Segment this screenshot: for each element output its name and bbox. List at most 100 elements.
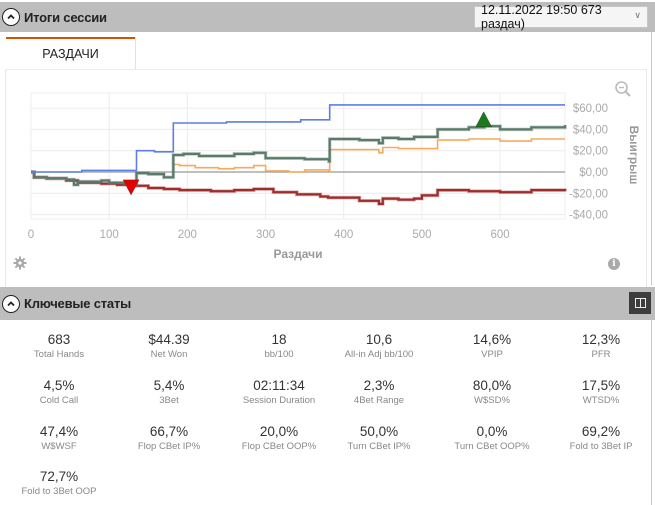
- stat-item: 5,4% 3Bet: [115, 378, 223, 407]
- collapse-session-button[interactable]: [2, 8, 20, 26]
- zoom-out-icon[interactable]: [614, 80, 632, 98]
- series-line-green-halo: [31, 124, 567, 187]
- stat-value: 14,6%: [472, 332, 512, 347]
- stat-label: Net Won: [150, 349, 188, 360]
- stat-item: 2,3% 4Bet Range: [325, 378, 433, 407]
- stat-label: PFR: [591, 349, 611, 360]
- y-tick-label: $40,00: [573, 124, 608, 136]
- stat-value: 50,0%: [359, 424, 399, 439]
- columns-icon: [634, 298, 646, 308]
- stat-label: VPIP: [481, 349, 503, 360]
- chevron-down-icon: ∨: [634, 10, 641, 20]
- x-tick-label: 0: [28, 229, 34, 241]
- stat-item: 50,0% Turn CBet IP%: [325, 424, 433, 453]
- x-tick-label: 300: [256, 229, 275, 241]
- stat-value: 683: [47, 332, 71, 347]
- stat-item: 20,0% Flop CBet OOP%: [225, 424, 333, 453]
- stat-label: Fold to 3Bet OOP: [21, 486, 97, 497]
- stat-label: Total Hands: [33, 349, 85, 360]
- stat-item: 12,3% PFR: [547, 332, 655, 361]
- stat-label: WTSD%: [582, 395, 620, 406]
- stat-item: 14,6% VPIP: [438, 332, 546, 361]
- stat-value: 69,2%: [581, 424, 621, 439]
- session-select-value: 12.11.2022 19:50 673 раздач): [481, 3, 602, 31]
- x-tick-label: 400: [334, 229, 353, 241]
- stat-value: 80,0%: [472, 378, 512, 393]
- stat-label: 3Bet: [159, 395, 179, 406]
- y-tick-label: $60,00: [573, 103, 608, 115]
- y-tick-label: $0,00: [579, 167, 608, 179]
- stat-value: 12,3%: [581, 332, 621, 347]
- stat-item: 17,5% WTSD%: [547, 378, 655, 407]
- stat-item: 0,0% Turn CBet OOP%: [438, 424, 546, 453]
- y-tick-label: -$40,00: [569, 210, 608, 222]
- series-line-blue: [31, 104, 565, 173]
- chart-grid: [30, 92, 566, 220]
- key-stats-grid: 683 Total Hands $44.39 Net Won 18 bb/100 10,6 A…: [0, 320, 652, 505]
- x-tick-label: 100: [100, 229, 119, 241]
- key-stats-title: Ключевые статы: [24, 296, 132, 311]
- stat-value: $44.39: [148, 332, 190, 347]
- stat-item: 80,0% W$SD%: [438, 378, 546, 407]
- stat-item: $44.39 Net Won: [115, 332, 223, 361]
- stat-item: 10,6 All-in Adj bb/100: [325, 332, 433, 361]
- stat-value: 72,7%: [39, 469, 79, 484]
- stat-value: 4,5%: [43, 378, 75, 393]
- stat-item: 72,7% Fold to 3Bet OOP: [5, 469, 113, 498]
- chevron-up-icon: [7, 14, 15, 20]
- series-line-red-halo: [31, 170, 567, 206]
- y-axis-title: Выигрыш: [627, 126, 641, 185]
- stat-value: 10,6: [365, 332, 393, 347]
- stat-value: 02:11:34: [253, 378, 305, 393]
- session-summary-title: Итоги сессии: [24, 9, 107, 25]
- stat-label: bb/100: [264, 349, 294, 360]
- collapse-stats-button[interactable]: [2, 294, 20, 313]
- stat-value: 18: [271, 332, 287, 347]
- y-tick-label: -$20,00: [569, 188, 608, 200]
- series-line-green: [31, 125, 567, 186]
- series-line-red: [31, 170, 567, 205]
- gear-icon[interactable]: [13, 256, 27, 270]
- stat-item: 02:11:34 Session Duration: [225, 378, 333, 407]
- stat-label: Cold Call: [39, 395, 79, 406]
- chevron-up-icon: [7, 300, 15, 306]
- stat-value: 5,4%: [153, 378, 185, 393]
- stat-item: 66,7% Flop CBet IP%: [115, 424, 223, 453]
- x-axis-ticks: 0 100 200 300 400 500 600: [28, 229, 510, 241]
- stat-label: Flop CBet OOP%: [241, 441, 317, 452]
- y-axis-ticks: $60,00 $40,00 $20,00 $0,00 -$20,00 -$40,00: [569, 103, 608, 222]
- chart-markers: [122, 111, 493, 196]
- stat-label: 4Bet Range: [353, 395, 405, 406]
- stat-label: All-in Adj bb/100: [344, 349, 414, 360]
- stat-value: 0,0%: [476, 424, 508, 439]
- stat-item: 47,4% W$WSF: [5, 424, 113, 453]
- x-axis-title: Раздачи: [274, 247, 323, 261]
- stat-label: Turn CBet OOP%: [454, 441, 530, 452]
- info-icon[interactable]: i: [608, 258, 620, 270]
- stat-label: W$WSF: [41, 441, 77, 452]
- key-stats-header: Ключевые статы: [0, 287, 655, 320]
- stat-value: 20,0%: [259, 424, 299, 439]
- stat-value: 47,4%: [39, 424, 79, 439]
- stat-value: 2,3%: [363, 378, 395, 393]
- stat-label: Session Duration: [242, 395, 316, 406]
- y-tick-label: $20,00: [573, 146, 608, 158]
- session-select[interactable]: 12.11.2022 19:50 673 раздач) ∨: [474, 3, 648, 31]
- stat-item: 683 Total Hands: [5, 332, 113, 361]
- stat-label: Flop CBet IP%: [137, 441, 201, 452]
- tab-hands[interactable]: РАЗДАЧИ: [6, 37, 135, 69]
- layout-columns-button[interactable]: [629, 292, 651, 314]
- stat-label: Turn CBet IP%: [347, 441, 411, 452]
- stat-item: 4,5% Cold Call: [5, 378, 113, 407]
- stat-value: 17,5%: [581, 378, 621, 393]
- x-tick-label: 600: [491, 229, 510, 241]
- series-line-orange: [173, 138, 565, 173]
- stat-item: 69,2% Fold to 3Bet IP: [547, 424, 655, 453]
- stat-label: Fold to 3Bet IP: [569, 441, 633, 452]
- tab-hands-label: РАЗДАЧИ: [42, 47, 99, 61]
- marker-min: [122, 179, 140, 196]
- x-tick-label: 200: [178, 229, 197, 241]
- session-summary-header: Итоги сессии 12.11.2022 19:50 673 раздач…: [0, 2, 655, 32]
- chart-series: [31, 104, 567, 206]
